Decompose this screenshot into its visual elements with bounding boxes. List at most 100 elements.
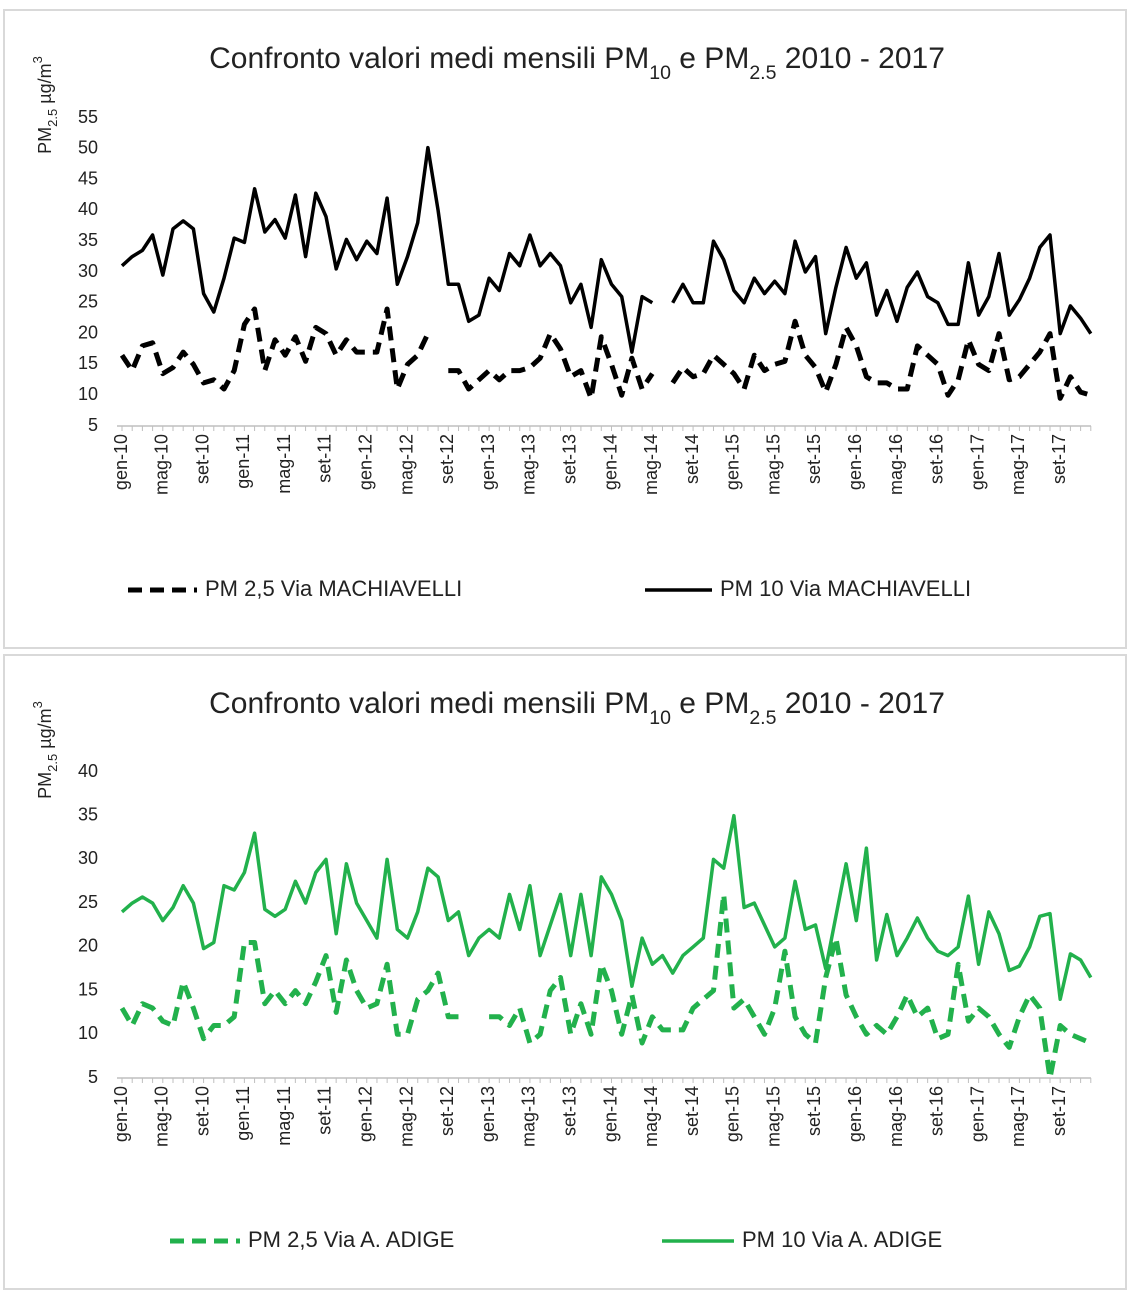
x-tick-label: set-13 — [559, 1086, 579, 1136]
y-axis-label-part: 2.5 — [45, 109, 60, 127]
y-tick-label: 35 — [78, 804, 98, 824]
y-tick-label: 30 — [78, 848, 98, 868]
y-axis-label-part: µg/m — [35, 708, 55, 753]
chart-title-part: 10 — [649, 62, 671, 84]
x-tick-label: mag-11 — [274, 434, 294, 494]
x-tick-label: mag-15 — [763, 434, 783, 495]
panel — [3, 654, 1127, 1290]
y-tick-label: 30 — [78, 261, 98, 281]
chart-title-part: Confronto valori medi mensili PM — [209, 687, 649, 720]
x-tick-label: mag-16 — [886, 1086, 906, 1147]
x-tick-label: gen-10 — [111, 1086, 131, 1142]
series-line — [119, 306, 1092, 401]
y-tick-label: 45 — [78, 168, 98, 188]
x-tick-label: mag-10 — [152, 1086, 172, 1147]
x-tick-label: mag-10 — [152, 434, 172, 495]
legend-label: PM 2,5 Via A. ADIGE — [248, 1227, 454, 1252]
x-tick-label: mag-16 — [886, 434, 906, 495]
legend-label: PM 10 Via A. ADIGE — [742, 1227, 942, 1252]
y-tick-label: 40 — [78, 199, 98, 219]
y-axis-label-part: µg/m — [35, 63, 55, 108]
x-tick-label: gen-16 — [845, 1086, 865, 1142]
x-tick-label: set-13 — [559, 434, 579, 484]
x-tick-label: gen-17 — [967, 1086, 987, 1142]
y-tick-label: 20 — [78, 322, 98, 342]
x-tick-label: mag-15 — [763, 1086, 783, 1147]
chart-title-part: Confronto valori medi mensili PM — [209, 42, 649, 75]
x-tick-label: set-10 — [192, 434, 212, 484]
x-tick-label: gen-14 — [600, 1086, 620, 1142]
series-line — [120, 813, 1093, 1002]
x-tick-label: set-15 — [804, 434, 824, 484]
x-tick-label: gen-12 — [356, 1086, 376, 1142]
x-tick-label: mag-12 — [396, 434, 416, 495]
x-tick-label: set-16 — [927, 434, 947, 484]
x-tick-label: set-12 — [437, 1086, 457, 1136]
y-tick-label: 50 — [78, 138, 98, 158]
x-tick-label: mag-13 — [519, 434, 539, 495]
legend-label: PM 2,5 Via MACHIAVELLI — [205, 576, 462, 601]
x-tick-label: gen-12 — [356, 434, 376, 490]
x-tick-label: gen-14 — [600, 434, 620, 490]
x-tick-label: gen-13 — [478, 1086, 498, 1142]
x-tick-label: set-16 — [927, 1086, 947, 1136]
x-tick-label: gen-10 — [111, 434, 131, 490]
x-tick-label: gen-13 — [478, 434, 498, 490]
y-axis-label-part: PM — [35, 772, 55, 799]
x-tick-label: mag-17 — [1008, 1086, 1028, 1147]
y-axis-label: PM2.5 µg/m3 — [30, 56, 60, 154]
panel — [3, 9, 1127, 649]
y-tick-label: 10 — [78, 384, 98, 404]
x-tick-label: set-12 — [437, 434, 457, 484]
y-axis-label-part: 3 — [30, 56, 45, 63]
legend-label: PM 10 Via MACHIAVELLI — [720, 576, 971, 601]
y-tick-label: 15 — [78, 979, 98, 999]
y-tick-label: 20 — [78, 936, 98, 956]
x-tick-label: mag-14 — [641, 1086, 661, 1147]
y-tick-label: 10 — [78, 1023, 98, 1043]
y-tick-label: 5 — [88, 1067, 98, 1087]
series-line — [119, 891, 1092, 1081]
y-axis-label-part: 2.5 — [45, 754, 60, 772]
chart-title-part: 2.5 — [749, 707, 776, 729]
chart-title-part: e PM — [671, 42, 749, 75]
chart-title-part: 10 — [649, 707, 671, 729]
y-axis-label: PM2.5 µg/m3 — [30, 701, 60, 799]
y-tick-label: 35 — [78, 230, 98, 250]
x-tick-label: mag-17 — [1008, 434, 1028, 495]
x-tick-label: set-11 — [315, 1086, 335, 1135]
x-tick-label: gen-15 — [723, 434, 743, 490]
chart-title-part: 2.5 — [749, 62, 776, 84]
x-tick-label: mag-14 — [641, 434, 661, 495]
y-tick-label: 25 — [78, 292, 98, 312]
x-tick-label: set-14 — [682, 434, 702, 484]
x-tick-label: gen-11 — [233, 1086, 253, 1141]
x-tick-label: set-11 — [315, 434, 335, 483]
chart-title-part: e PM — [671, 687, 749, 720]
x-tick-label: set-14 — [682, 1086, 702, 1136]
y-axis-label-part: PM — [35, 127, 55, 154]
x-tick-label: mag-13 — [519, 1086, 539, 1147]
y-tick-label: 55 — [78, 107, 98, 127]
x-tick-label: mag-11 — [274, 1086, 294, 1146]
x-tick-label: gen-16 — [845, 434, 865, 490]
chart-title-part: 2010 - 2017 — [776, 687, 944, 720]
x-tick-label: gen-17 — [967, 434, 987, 490]
x-tick-label: mag-12 — [396, 1086, 416, 1147]
x-tick-label: set-17 — [1049, 434, 1069, 484]
y-tick-label: 15 — [78, 353, 98, 373]
series-line — [120, 145, 1093, 354]
chart-title-part: 2010 - 2017 — [776, 42, 944, 75]
x-tick-label: set-15 — [804, 1086, 824, 1136]
y-axis-label-part: 3 — [30, 701, 45, 708]
chart-title: Confronto valori medi mensili PM10 e PM2… — [209, 687, 945, 729]
x-tick-label: gen-11 — [233, 434, 253, 489]
y-tick-label: 5 — [88, 415, 98, 435]
chart-title: Confronto valori medi mensili PM10 e PM2… — [209, 42, 945, 84]
x-tick-label: set-17 — [1049, 1086, 1069, 1136]
x-tick-label: gen-15 — [723, 1086, 743, 1142]
y-tick-label: 25 — [78, 892, 98, 912]
y-tick-label: 40 — [78, 761, 98, 781]
x-tick-label: set-10 — [192, 1086, 212, 1136]
